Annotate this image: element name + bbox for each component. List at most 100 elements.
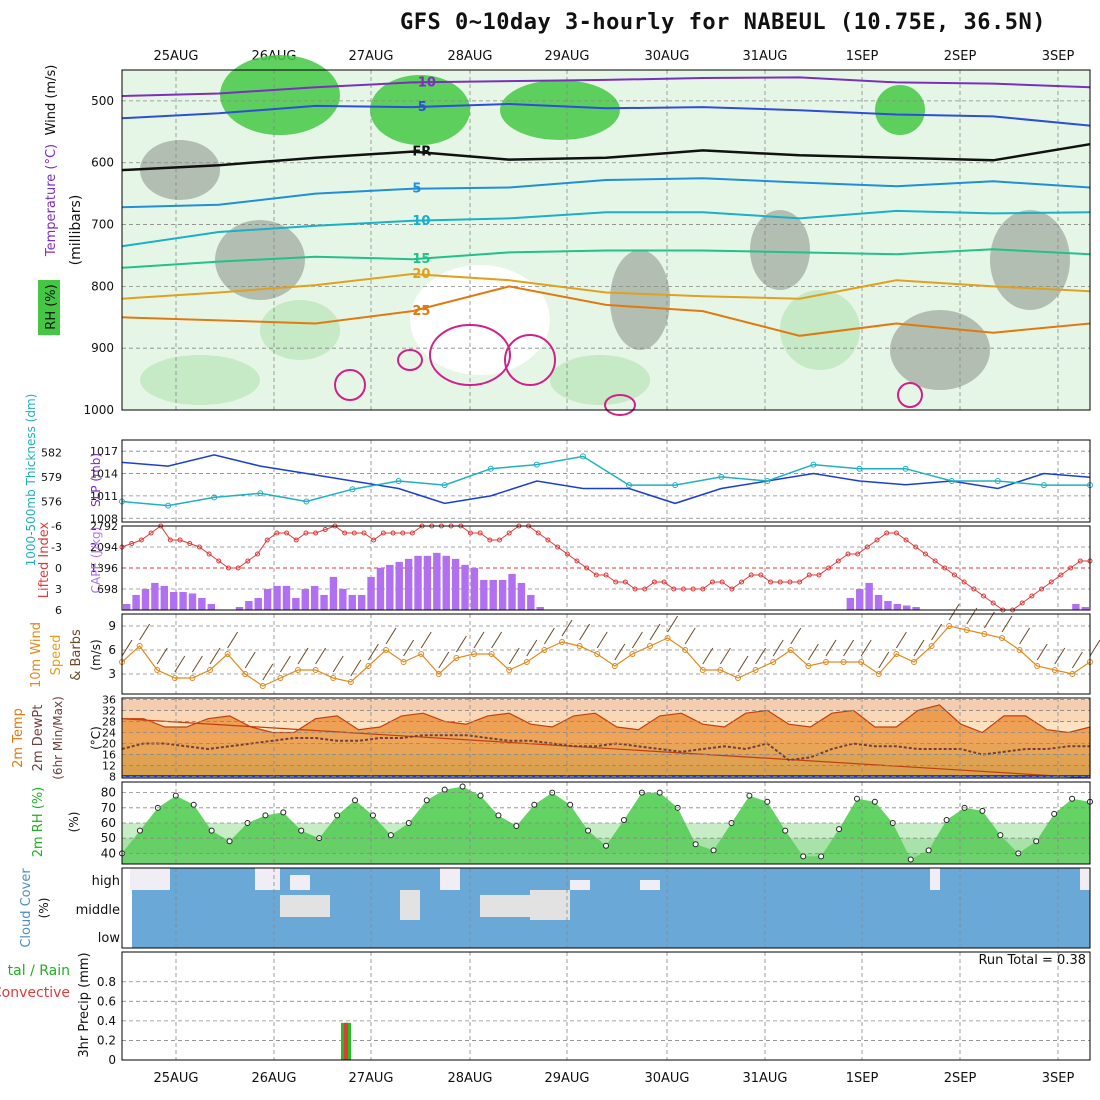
wind-speed-point bbox=[770, 659, 777, 665]
lifted-index-point bbox=[835, 558, 841, 564]
wind-speed-point bbox=[453, 655, 460, 661]
lifted-index-point bbox=[1029, 593, 1035, 599]
lifted-index-point bbox=[700, 586, 706, 592]
lifted-index-point bbox=[632, 586, 638, 592]
cape-bar bbox=[141, 588, 150, 610]
lifted-index-point bbox=[661, 579, 667, 585]
cape-bar bbox=[179, 591, 187, 610]
lifted-index-point bbox=[1068, 565, 1074, 571]
lifted-index-point bbox=[942, 565, 948, 571]
bottom-date-label: 25AUG bbox=[153, 1071, 198, 1086]
legend-temperature: Temperature (°C) bbox=[44, 144, 59, 257]
lifted-index-point bbox=[1039, 586, 1045, 592]
thickness-point bbox=[856, 465, 863, 472]
lifted-index-point bbox=[322, 527, 328, 532]
cape-bar bbox=[386, 564, 394, 610]
rh-point bbox=[208, 827, 215, 834]
wind-speed-point bbox=[682, 647, 689, 653]
contour-label: 5 bbox=[412, 182, 421, 197]
rh-unit-label: (%) bbox=[67, 812, 81, 833]
rh-point bbox=[943, 816, 950, 823]
top-date-label: 3SEP bbox=[1042, 49, 1075, 64]
wind-barb bbox=[579, 623, 591, 641]
wind-barb bbox=[315, 647, 327, 665]
wind-barb bbox=[227, 631, 239, 649]
lifted-index-point bbox=[497, 537, 503, 543]
wind-speed-point bbox=[277, 675, 284, 681]
top-date-label: 25AUG bbox=[153, 49, 198, 64]
lifted-index-point bbox=[380, 530, 386, 536]
wind-barb bbox=[455, 635, 467, 653]
lifted-index-point bbox=[545, 537, 551, 543]
lifted-index-point bbox=[603, 572, 609, 578]
precip-tick-label: 0.6 bbox=[97, 994, 116, 1008]
rh-point bbox=[585, 827, 592, 834]
wind-speed-point bbox=[418, 651, 425, 657]
thickness-point bbox=[303, 498, 310, 505]
lifted-index-point bbox=[690, 586, 696, 592]
thickness-point bbox=[487, 465, 494, 472]
cape-tick-label: 1396 bbox=[90, 562, 118, 575]
thickness-point bbox=[211, 494, 218, 501]
wind-speed-point bbox=[823, 659, 829, 665]
precip-legend-convective: Convective bbox=[0, 985, 70, 1001]
wind-barb bbox=[1054, 647, 1066, 665]
panel-frame bbox=[121, 69, 1091, 411]
rh-point bbox=[1069, 795, 1076, 802]
lifted-index-point bbox=[167, 537, 173, 543]
temperature-contour-30 bbox=[897, 382, 923, 408]
panel-frame bbox=[121, 951, 1091, 1061]
wind-barb bbox=[860, 639, 872, 657]
wind-barb bbox=[702, 647, 714, 665]
wind-speed-point bbox=[647, 643, 653, 649]
pressure-tick-label: 900 bbox=[91, 341, 114, 355]
cloud-cover-clear-middle bbox=[400, 890, 420, 920]
wind-barb bbox=[1001, 615, 1013, 633]
bottom-date-label: 29AUG bbox=[544, 1071, 589, 1086]
rh-point bbox=[226, 838, 233, 845]
cape-bar bbox=[339, 588, 347, 610]
dewpoint-line bbox=[121, 734, 1090, 762]
cloud-cover-clear-high bbox=[255, 868, 280, 890]
minmax-axis-label: (6hr Min/Max) bbox=[51, 696, 65, 780]
cape-bar bbox=[414, 555, 422, 610]
wind-speed-point bbox=[699, 667, 706, 673]
chart-title: GFS 0~10day 3-hourly for NABEUL (10.75E,… bbox=[400, 10, 1047, 35]
wind-barb bbox=[1089, 639, 1100, 657]
rh-point bbox=[1033, 838, 1040, 845]
lifted-index-point bbox=[467, 530, 473, 536]
rh-point bbox=[836, 826, 843, 833]
temperature-contour-line bbox=[121, 209, 1091, 248]
cape-bar bbox=[348, 594, 356, 610]
cloud-axis-label: Cloud Cover bbox=[19, 868, 34, 948]
lifted-index-point bbox=[845, 551, 851, 557]
contour-label: -5 bbox=[412, 100, 426, 115]
lifted-index-point bbox=[235, 565, 241, 571]
lifted-index-point bbox=[206, 551, 212, 557]
lifted-index-point bbox=[264, 537, 270, 543]
contour-label: FR bbox=[412, 145, 431, 160]
cape-bar bbox=[123, 603, 131, 610]
lifted-index-point bbox=[758, 572, 764, 578]
wind-speed-point bbox=[717, 667, 724, 673]
wind-speed-point bbox=[207, 667, 213, 673]
lifted-index-point bbox=[274, 530, 280, 536]
cape-bar bbox=[527, 594, 535, 610]
top-date-label: 27AUG bbox=[348, 49, 393, 64]
cape-tick-label: 2792 bbox=[90, 520, 118, 533]
lifted-index-point bbox=[129, 541, 135, 546]
wind-speed-point bbox=[981, 631, 988, 637]
rh-point bbox=[262, 812, 269, 819]
panel-frame bbox=[121, 525, 1091, 611]
thickness-point bbox=[1040, 482, 1047, 489]
wind-speed-point bbox=[805, 663, 812, 669]
rh-point bbox=[495, 812, 502, 819]
wind-speed-point bbox=[875, 671, 882, 677]
rh-point bbox=[387, 832, 394, 839]
rh-point bbox=[190, 801, 197, 808]
wind-barb bbox=[807, 643, 819, 661]
rh-shading bbox=[990, 210, 1070, 310]
cape-axis-label: CAPE (J/kg) bbox=[89, 527, 103, 594]
thickness-tick-label: 582 bbox=[41, 446, 62, 459]
rh-point bbox=[997, 832, 1004, 839]
